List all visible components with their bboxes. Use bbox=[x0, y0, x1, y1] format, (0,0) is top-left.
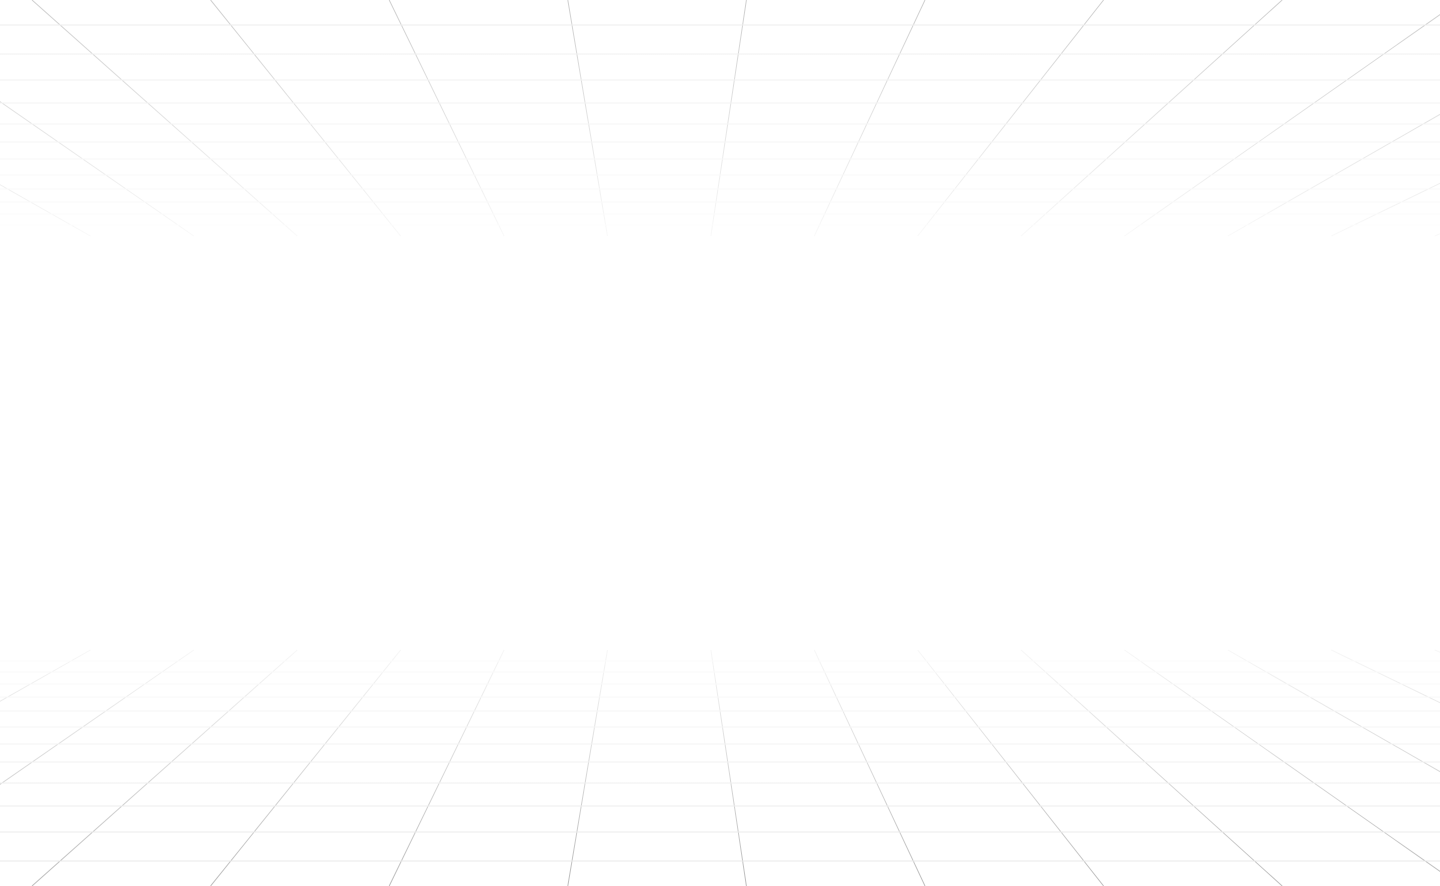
top-fade bbox=[0, 0, 1440, 240]
bottom-fade bbox=[0, 646, 1440, 886]
